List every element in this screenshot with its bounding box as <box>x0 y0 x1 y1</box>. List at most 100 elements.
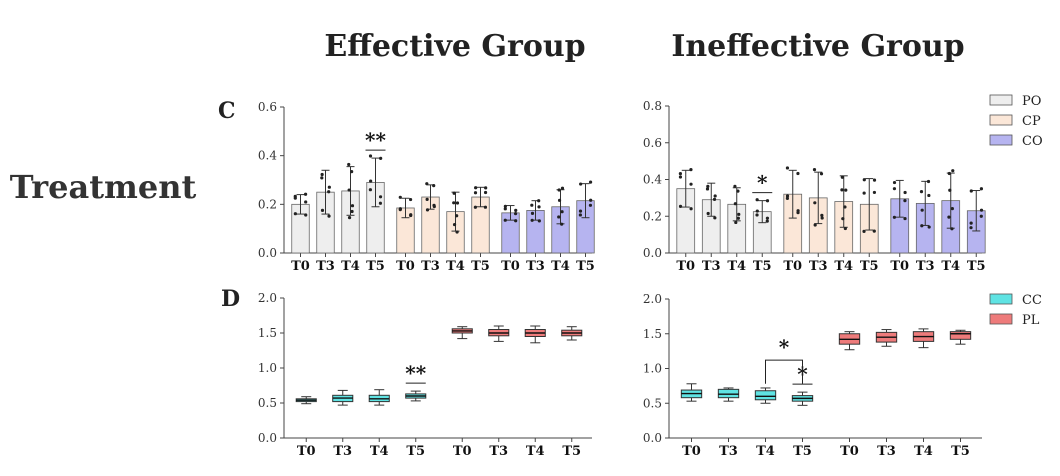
data-point <box>473 191 478 195</box>
data-point <box>452 222 457 227</box>
data-point <box>765 216 770 220</box>
y-tick-label: 0.8 <box>643 99 662 113</box>
legend-swatch <box>989 114 1013 126</box>
y-tick-label: 0.0 <box>643 246 662 260</box>
significance-label: * <box>779 335 790 359</box>
x-tick-label: T4 <box>727 259 746 274</box>
data-point <box>483 205 488 209</box>
data-point <box>862 229 866 233</box>
data-point <box>820 216 824 220</box>
chart-c-ineffective: 0.0 0.2 0.4 0.6 0.8 T0 T3 T4 T5 T0 T3 T4 T5 T0 T3 T4 T5 * <box>643 99 986 274</box>
legend-label: CC <box>1022 293 1042 308</box>
data-point <box>557 188 561 192</box>
data-point <box>785 196 789 200</box>
data-point <box>813 201 817 205</box>
x-tick-label: T5 <box>793 444 812 459</box>
data-point <box>530 203 534 207</box>
x-tick-label: T5 <box>860 259 879 274</box>
data-point <box>840 188 844 192</box>
data-point <box>557 215 561 219</box>
data-point <box>588 180 593 184</box>
data-point <box>903 199 907 203</box>
data-point <box>678 172 682 176</box>
y-tick-label: 0.0 <box>258 431 277 445</box>
y-tick-label: 0.5 <box>643 396 662 410</box>
data-point <box>947 171 951 176</box>
data-point <box>350 170 354 174</box>
data-point <box>892 180 897 185</box>
data-point <box>425 182 429 186</box>
x-tick-label: T0 <box>453 444 472 459</box>
x-tick-label: T4 <box>941 259 960 274</box>
data-point <box>369 179 373 183</box>
y-tick-label: 2.0 <box>258 291 277 305</box>
y-tick-label: 1.5 <box>643 327 662 341</box>
x-tick-label: T0 <box>291 259 310 274</box>
data-point <box>589 198 593 202</box>
data-point <box>578 213 582 217</box>
y-tick-label: 0.2 <box>643 209 662 223</box>
data-point <box>734 220 738 225</box>
data-point <box>327 185 331 189</box>
data-point <box>578 209 583 213</box>
data-point <box>514 219 518 223</box>
data-point <box>455 230 459 234</box>
data-point <box>872 190 877 195</box>
data-point <box>350 204 355 208</box>
legend-swatch <box>989 313 1013 325</box>
data-point <box>862 178 866 182</box>
data-point <box>689 207 693 211</box>
data-point <box>474 186 478 190</box>
data-point <box>398 207 402 211</box>
x-tick-label: T5 <box>471 259 490 274</box>
data-point <box>872 178 877 182</box>
data-point <box>796 171 800 176</box>
legend-label: PL <box>1022 313 1040 328</box>
y-tick-label: 1.0 <box>643 362 662 376</box>
box <box>949 331 972 340</box>
x-tick-label: T0 <box>682 444 701 459</box>
data-point <box>843 226 847 231</box>
data-point <box>320 176 324 180</box>
data-point <box>736 189 740 193</box>
x-tick-label: T5 <box>562 444 581 459</box>
y-tick-label: 0.6 <box>643 136 662 150</box>
y-tick-label: 2.0 <box>643 292 662 306</box>
legend-swatch <box>989 293 1013 305</box>
data-point <box>892 187 897 191</box>
data-point <box>588 203 593 207</box>
x-tick-label: T4 <box>341 259 360 274</box>
data-point <box>347 162 351 167</box>
data-point <box>350 209 354 214</box>
data-point <box>733 184 737 188</box>
x-tick-label: T4 <box>551 259 570 274</box>
data-point <box>920 208 924 212</box>
data-point <box>927 225 931 229</box>
data-point <box>926 179 931 184</box>
data-point <box>840 175 844 179</box>
data-point <box>484 186 488 190</box>
data-point <box>969 226 973 230</box>
box <box>754 390 777 401</box>
legend-box: CC PL <box>989 293 1042 328</box>
data-point <box>813 223 817 227</box>
data-point <box>537 199 541 203</box>
data-point <box>713 216 717 220</box>
treatment-row-title: Treatment <box>10 168 197 206</box>
data-point <box>560 222 564 226</box>
data-point <box>950 227 954 231</box>
y-tick-label: 1.5 <box>258 326 277 340</box>
data-point <box>951 169 955 173</box>
data-point <box>785 166 790 170</box>
data-point <box>378 201 383 205</box>
data-point <box>785 194 790 198</box>
data-point <box>537 219 541 223</box>
data-point <box>755 209 759 213</box>
data-point <box>432 204 436 209</box>
x-tick-label: T0 <box>396 259 415 274</box>
data-point <box>304 213 308 217</box>
data-point <box>347 216 352 220</box>
data-point <box>872 229 876 233</box>
data-point <box>903 216 907 221</box>
significance-bracket <box>765 359 803 384</box>
